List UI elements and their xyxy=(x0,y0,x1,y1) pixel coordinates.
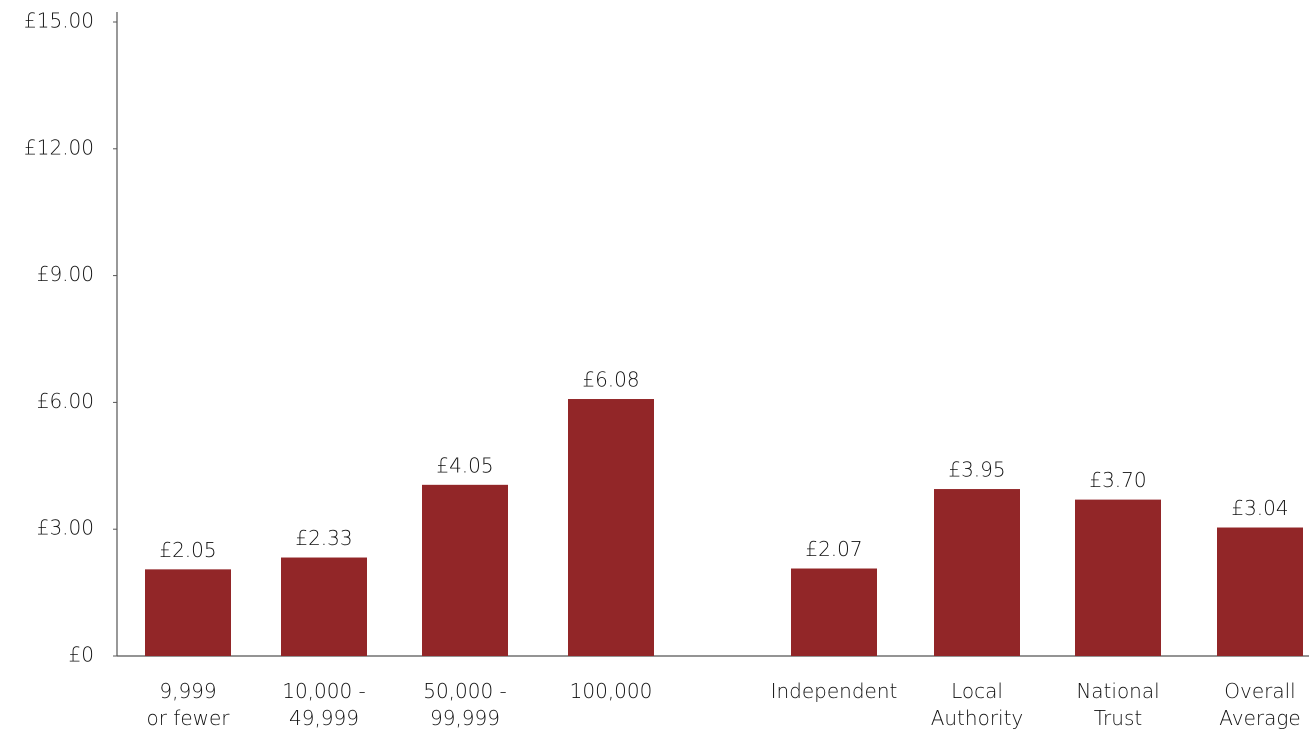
y-tick-label: £3.00 xyxy=(37,516,94,540)
x-tick-label: Independent xyxy=(771,679,898,703)
bar xyxy=(791,568,877,656)
bar xyxy=(422,484,508,656)
y-tick-label: £0 xyxy=(69,643,94,667)
y-tick-label: £15.00 xyxy=(24,9,94,33)
bar xyxy=(568,399,654,656)
x-tick-label: 10,000 -49,999 xyxy=(282,679,366,730)
value-label: £4.05 xyxy=(436,453,493,477)
bar xyxy=(1217,527,1303,656)
x-tick-label: 100,000 xyxy=(570,679,653,703)
value-label: £3.95 xyxy=(948,458,1005,482)
x-tick-label: Local Authority xyxy=(931,679,1024,730)
bar xyxy=(145,569,231,656)
bar xyxy=(1075,499,1161,656)
x-tick-label: 9,999 or fewer xyxy=(146,679,230,730)
value-label: £2.07 xyxy=(805,537,862,561)
y-tick-label: £6.00 xyxy=(37,389,94,413)
x-tick-label: National Trust xyxy=(1076,679,1159,730)
bar xyxy=(934,489,1020,656)
bar xyxy=(281,557,367,656)
value-label: £2.33 xyxy=(295,526,352,550)
y-tick-label: £9.00 xyxy=(37,262,94,286)
y-tick-label: £12.00 xyxy=(24,135,94,159)
value-label: £2.05 xyxy=(159,538,216,562)
x-tick-label: Overall Average xyxy=(1219,679,1300,730)
value-label: £3.70 xyxy=(1089,468,1146,492)
x-tick-label: 50,000 -99,999 xyxy=(423,679,507,730)
value-label: £6.08 xyxy=(582,368,639,392)
value-label: £3.04 xyxy=(1231,496,1288,520)
